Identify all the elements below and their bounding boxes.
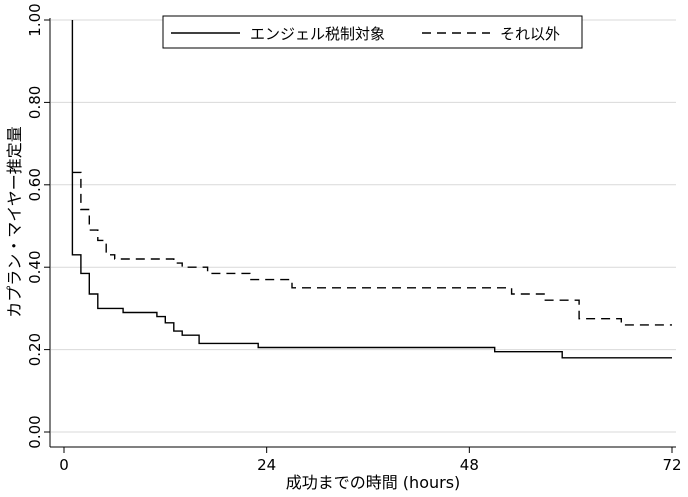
x-tick-label: 24 — [257, 456, 276, 474]
series-line-other — [72, 171, 672, 326]
x-axis-title: 成功までの時間 (hours) — [286, 473, 461, 492]
legend: エンジェル税制対象 それ以外 — [162, 15, 583, 49]
gridlines — [51, 19, 676, 433]
legend-label-other: それ以外 — [500, 25, 560, 43]
y-tick-label: 0.80 — [26, 86, 44, 119]
y-tick-label: 0.60 — [26, 168, 44, 201]
y-tick-label: 0.00 — [26, 415, 44, 448]
legend-label-angel: エンジェル税制対象 — [250, 25, 385, 43]
y-tick-label: 0.40 — [26, 250, 44, 283]
y-tick-label: 0.20 — [26, 333, 44, 366]
y-axis-ticks: 0.00 0.20 0.40 0.60 0.80 1.00 — [26, 3, 50, 449]
x-tick-label: 72 — [662, 456, 681, 474]
axes — [49, 18, 676, 448]
y-tick-label: 1.00 — [26, 3, 44, 36]
x-axis-ticks: 0 24 48 72 — [59, 447, 682, 474]
y-axis-title: カプラン・マイヤー推定量 — [5, 126, 24, 318]
x-tick-label: 48 — [460, 456, 479, 474]
x-tick-label: 0 — [59, 456, 69, 474]
series-line-angel-tax — [71, 20, 672, 359]
legend-box — [162, 15, 583, 49]
series-lines — [71, 20, 672, 359]
